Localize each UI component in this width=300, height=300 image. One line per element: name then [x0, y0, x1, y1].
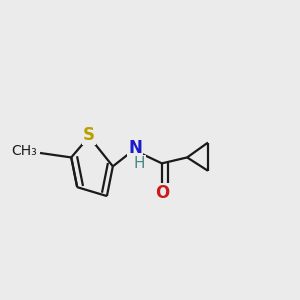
Text: N: N	[128, 139, 142, 157]
Text: O: O	[155, 184, 169, 202]
Text: S: S	[83, 126, 95, 144]
Text: H: H	[133, 156, 145, 171]
Text: CH₃: CH₃	[11, 145, 37, 158]
